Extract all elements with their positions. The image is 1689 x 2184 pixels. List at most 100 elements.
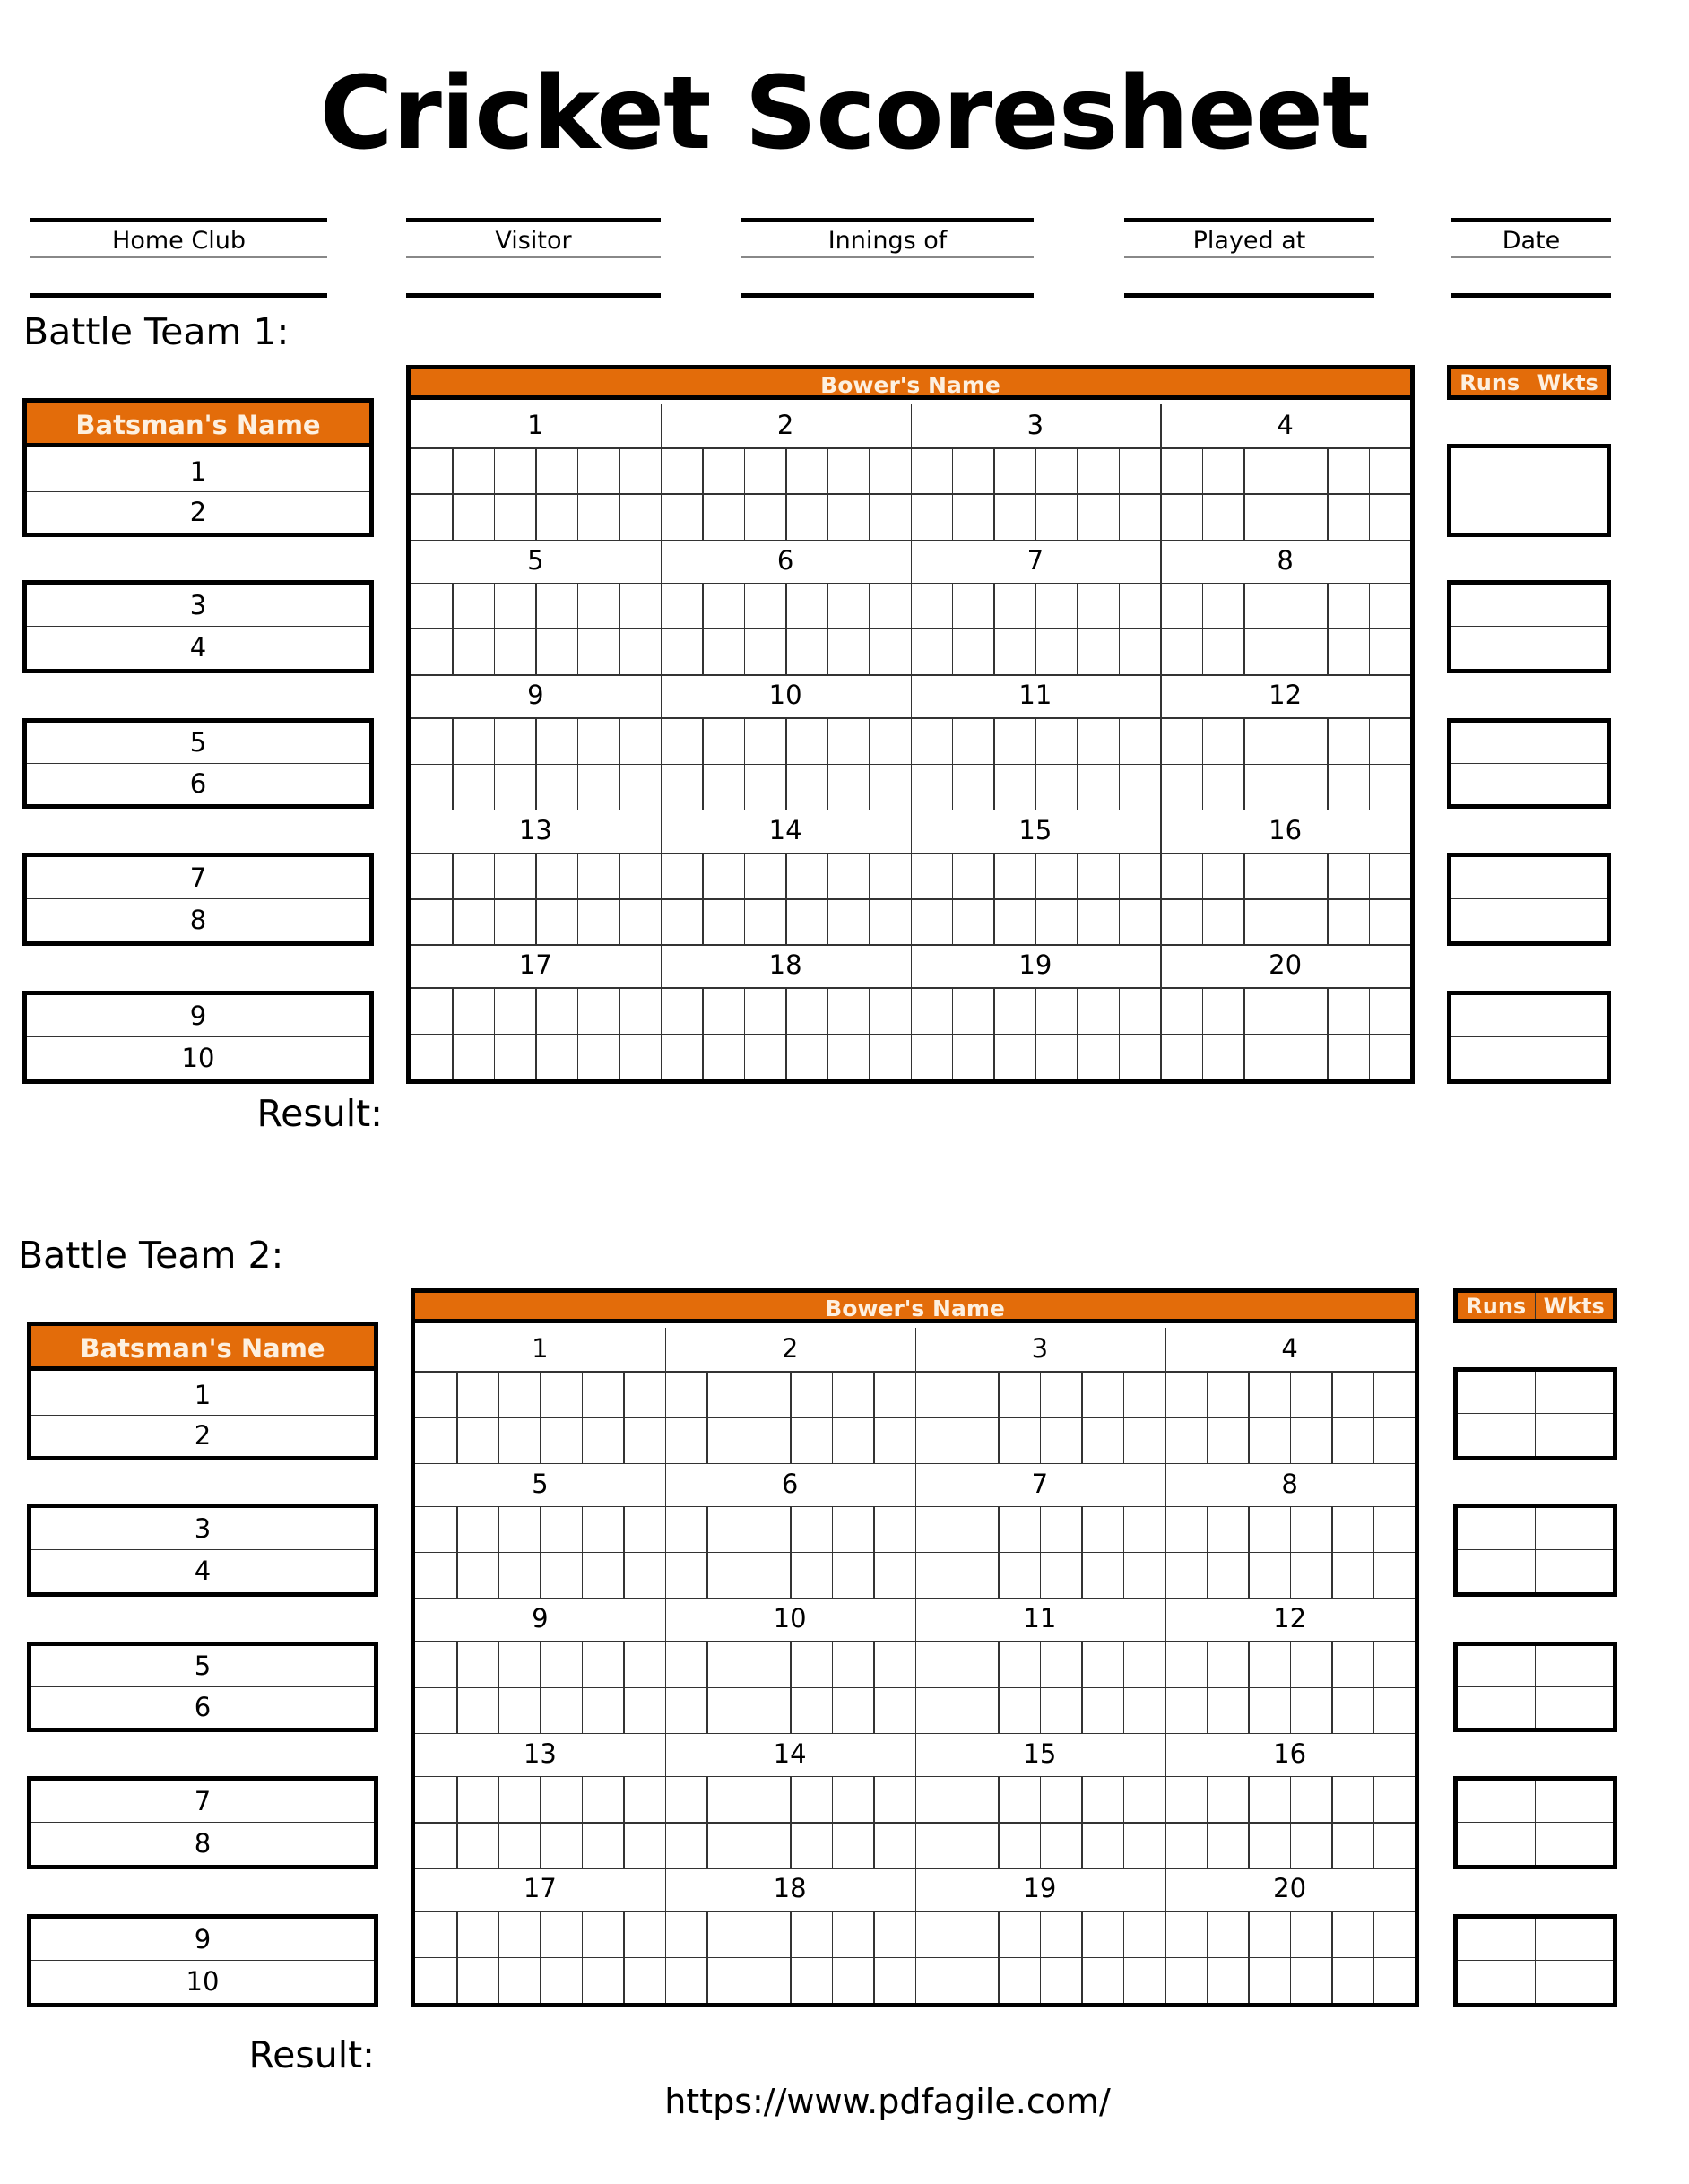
ball-cell[interactable] <box>1119 898 1160 944</box>
wkts-field[interactable] <box>1529 995 1607 1037</box>
ball-cell[interactable] <box>535 717 576 763</box>
ball-cell[interactable] <box>952 1034 993 1079</box>
ball-cell[interactable] <box>744 853 785 898</box>
ball-cell[interactable] <box>1331 1641 1373 1686</box>
ball-cell[interactable] <box>456 1957 498 2003</box>
ball-cell[interactable] <box>1286 987 1327 1033</box>
ball-cell[interactable] <box>661 447 702 493</box>
runs-field[interactable] <box>1451 448 1529 490</box>
ball-cell[interactable] <box>577 898 619 944</box>
ball-cell[interactable] <box>790 1911 831 1956</box>
ball-cell[interactable] <box>1327 628 1368 674</box>
ball-cell[interactable] <box>665 1506 706 1552</box>
ball-cell[interactable] <box>1248 1687 1289 1733</box>
ball-cell[interactable] <box>702 447 743 493</box>
ball-cell[interactable] <box>456 1371 498 1417</box>
runs-field[interactable] <box>1458 1919 1536 1961</box>
ball-cell[interactable] <box>1123 1776 1165 1822</box>
batsman-name-field[interactable]: 5 <box>31 1646 374 1687</box>
ball-cell[interactable] <box>1207 1957 1248 2003</box>
ball-cell[interactable] <box>1373 1417 1415 1462</box>
ball-cell[interactable] <box>915 1822 957 1868</box>
ball-cell[interactable] <box>1243 447 1285 493</box>
ball-cell[interactable] <box>1081 1552 1122 1598</box>
ball-cell[interactable] <box>998 1911 1039 1956</box>
ball-cell[interactable] <box>1327 853 1368 898</box>
ball-cell[interactable] <box>998 1822 1039 1868</box>
ball-cell[interactable] <box>785 628 827 674</box>
ball-cell[interactable] <box>1243 764 1285 810</box>
ball-cell[interactable] <box>1248 1641 1289 1686</box>
ball-cell[interactable] <box>619 583 660 628</box>
ball-cell[interactable] <box>494 764 535 810</box>
ball-cell[interactable] <box>456 1687 498 1733</box>
ball-cell[interactable] <box>827 987 869 1033</box>
ball-cell[interactable] <box>1243 898 1285 944</box>
batsman-name-field[interactable]: 10 <box>186 1966 220 1997</box>
ball-cell[interactable] <box>1035 898 1077 944</box>
ball-cell[interactable] <box>577 628 619 674</box>
wkts-field[interactable] <box>1529 585 1607 627</box>
wkts-field[interactable] <box>1536 1550 1614 1592</box>
ball-cell[interactable] <box>1369 447 1410 493</box>
ball-cell[interactable] <box>582 1552 623 1598</box>
ball-cell[interactable] <box>873 1552 914 1598</box>
ball-cell[interactable] <box>1160 898 1201 944</box>
ball-cell[interactable] <box>790 1641 831 1686</box>
ball-cell[interactable] <box>1327 493 1368 539</box>
ball-cell[interactable] <box>452 853 493 898</box>
ball-cell[interactable] <box>749 1371 790 1417</box>
ball-cell[interactable] <box>498 1776 540 1822</box>
ball-cell[interactable] <box>832 1552 873 1598</box>
ball-cell[interactable] <box>1035 853 1077 898</box>
ball-cell[interactable] <box>832 1911 873 1956</box>
ball-cell[interactable] <box>1160 717 1201 763</box>
ball-cell[interactable] <box>665 1957 706 2003</box>
ball-cell[interactable] <box>582 1417 623 1462</box>
ball-cell[interactable] <box>415 1776 456 1822</box>
ball-cell[interactable] <box>619 1034 660 1079</box>
ball-cell[interactable] <box>790 1776 831 1822</box>
ball-cell[interactable] <box>1369 628 1410 674</box>
ball-cell[interactable] <box>785 987 827 1033</box>
ball-cell[interactable] <box>494 628 535 674</box>
ball-cell[interactable] <box>1160 1034 1201 1079</box>
ball-cell[interactable] <box>582 1957 623 2003</box>
ball-cell[interactable] <box>1290 1687 1331 1733</box>
ball-cell[interactable] <box>1119 493 1160 539</box>
ball-cell[interactable] <box>1081 1371 1122 1417</box>
ball-cell[interactable] <box>915 1371 957 1417</box>
ball-cell[interactable] <box>582 1911 623 1956</box>
ball-cell[interactable] <box>911 717 952 763</box>
ball-cell[interactable] <box>623 1687 664 1733</box>
ball-cell[interactable] <box>1123 1822 1165 1868</box>
ball-cell[interactable] <box>744 717 785 763</box>
ball-cell[interactable] <box>535 493 576 539</box>
ball-cell[interactable] <box>993 764 1035 810</box>
ball-cell[interactable] <box>1207 1641 1248 1686</box>
ball-cell[interactable] <box>785 493 827 539</box>
bowler-name-header[interactable]: Bower's Name <box>415 1293 1415 1323</box>
ball-cell[interactable] <box>706 1506 748 1552</box>
ball-cell[interactable] <box>661 583 702 628</box>
ball-cell[interactable] <box>957 1957 998 2003</box>
ball-cell[interactable] <box>1165 1957 1206 2003</box>
ball-cell[interactable] <box>661 898 702 944</box>
ball-cell[interactable] <box>1202 764 1243 810</box>
ball-cell[interactable] <box>1165 1822 1206 1868</box>
ball-cell[interactable] <box>1035 764 1077 810</box>
ball-cell[interactable] <box>790 1957 831 2003</box>
ball-cell[interactable] <box>623 1957 664 2003</box>
ball-cell[interactable] <box>915 1417 957 1462</box>
ball-cell[interactable] <box>785 898 827 944</box>
ball-cell[interactable] <box>456 1822 498 1868</box>
ball-cell[interactable] <box>1165 1641 1206 1686</box>
ball-cell[interactable] <box>785 764 827 810</box>
ball-cell[interactable] <box>1040 1552 1081 1598</box>
batsman-name-field[interactable]: 4 <box>194 1556 212 1586</box>
batsman-name-field[interactable]: 4 <box>189 632 207 663</box>
ball-cell[interactable] <box>790 1506 831 1552</box>
ball-cell[interactable] <box>1040 1822 1081 1868</box>
wkts-field[interactable] <box>1529 627 1607 669</box>
ball-cell[interactable] <box>411 898 452 944</box>
